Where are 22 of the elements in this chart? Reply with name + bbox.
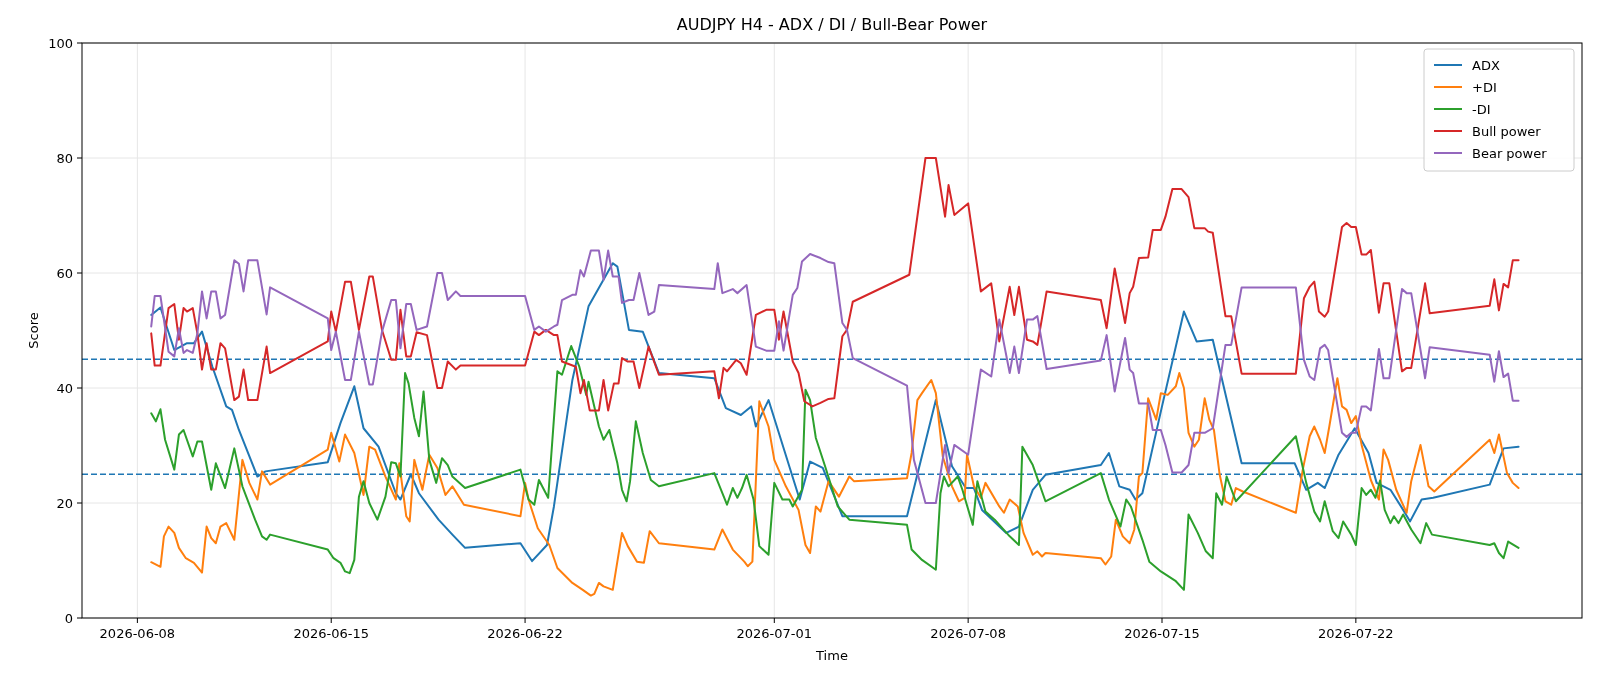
legend-label: Bear power [1472, 146, 1548, 161]
chart-title: AUDJPY H4 - ADX / DI / Bull-Bear Power [676, 15, 988, 34]
x-axis-title: Time [815, 648, 848, 663]
legend-label: -DI [1472, 102, 1491, 117]
x-tick-label: 2026-07-08 [930, 626, 1006, 641]
x-tick-label: 2026-07-22 [1318, 626, 1394, 641]
line-series [150, 249, 1520, 504]
legend-label: ADX [1472, 58, 1500, 73]
y-tick-label: 0 [64, 610, 73, 626]
y-tick-label: 80 [56, 150, 73, 166]
x-tick-label: 2026-07-01 [736, 626, 813, 641]
legend-label: Bull power [1472, 124, 1542, 139]
y-tick-label: 20 [56, 495, 73, 511]
x-tick-label: 2026-06-08 [99, 626, 176, 641]
y-tick-label: 40 [56, 380, 73, 396]
x-tick-label: 2026-06-22 [487, 626, 563, 641]
y-tick-label: 100 [48, 35, 73, 51]
y-axis-title: Score [26, 312, 41, 349]
y-tick-label: 60 [56, 265, 73, 281]
x-tick-label: 2026-07-15 [1124, 626, 1200, 641]
x-tick-label: 2026-06-15 [293, 626, 370, 641]
legend-label: +DI [1472, 80, 1497, 95]
